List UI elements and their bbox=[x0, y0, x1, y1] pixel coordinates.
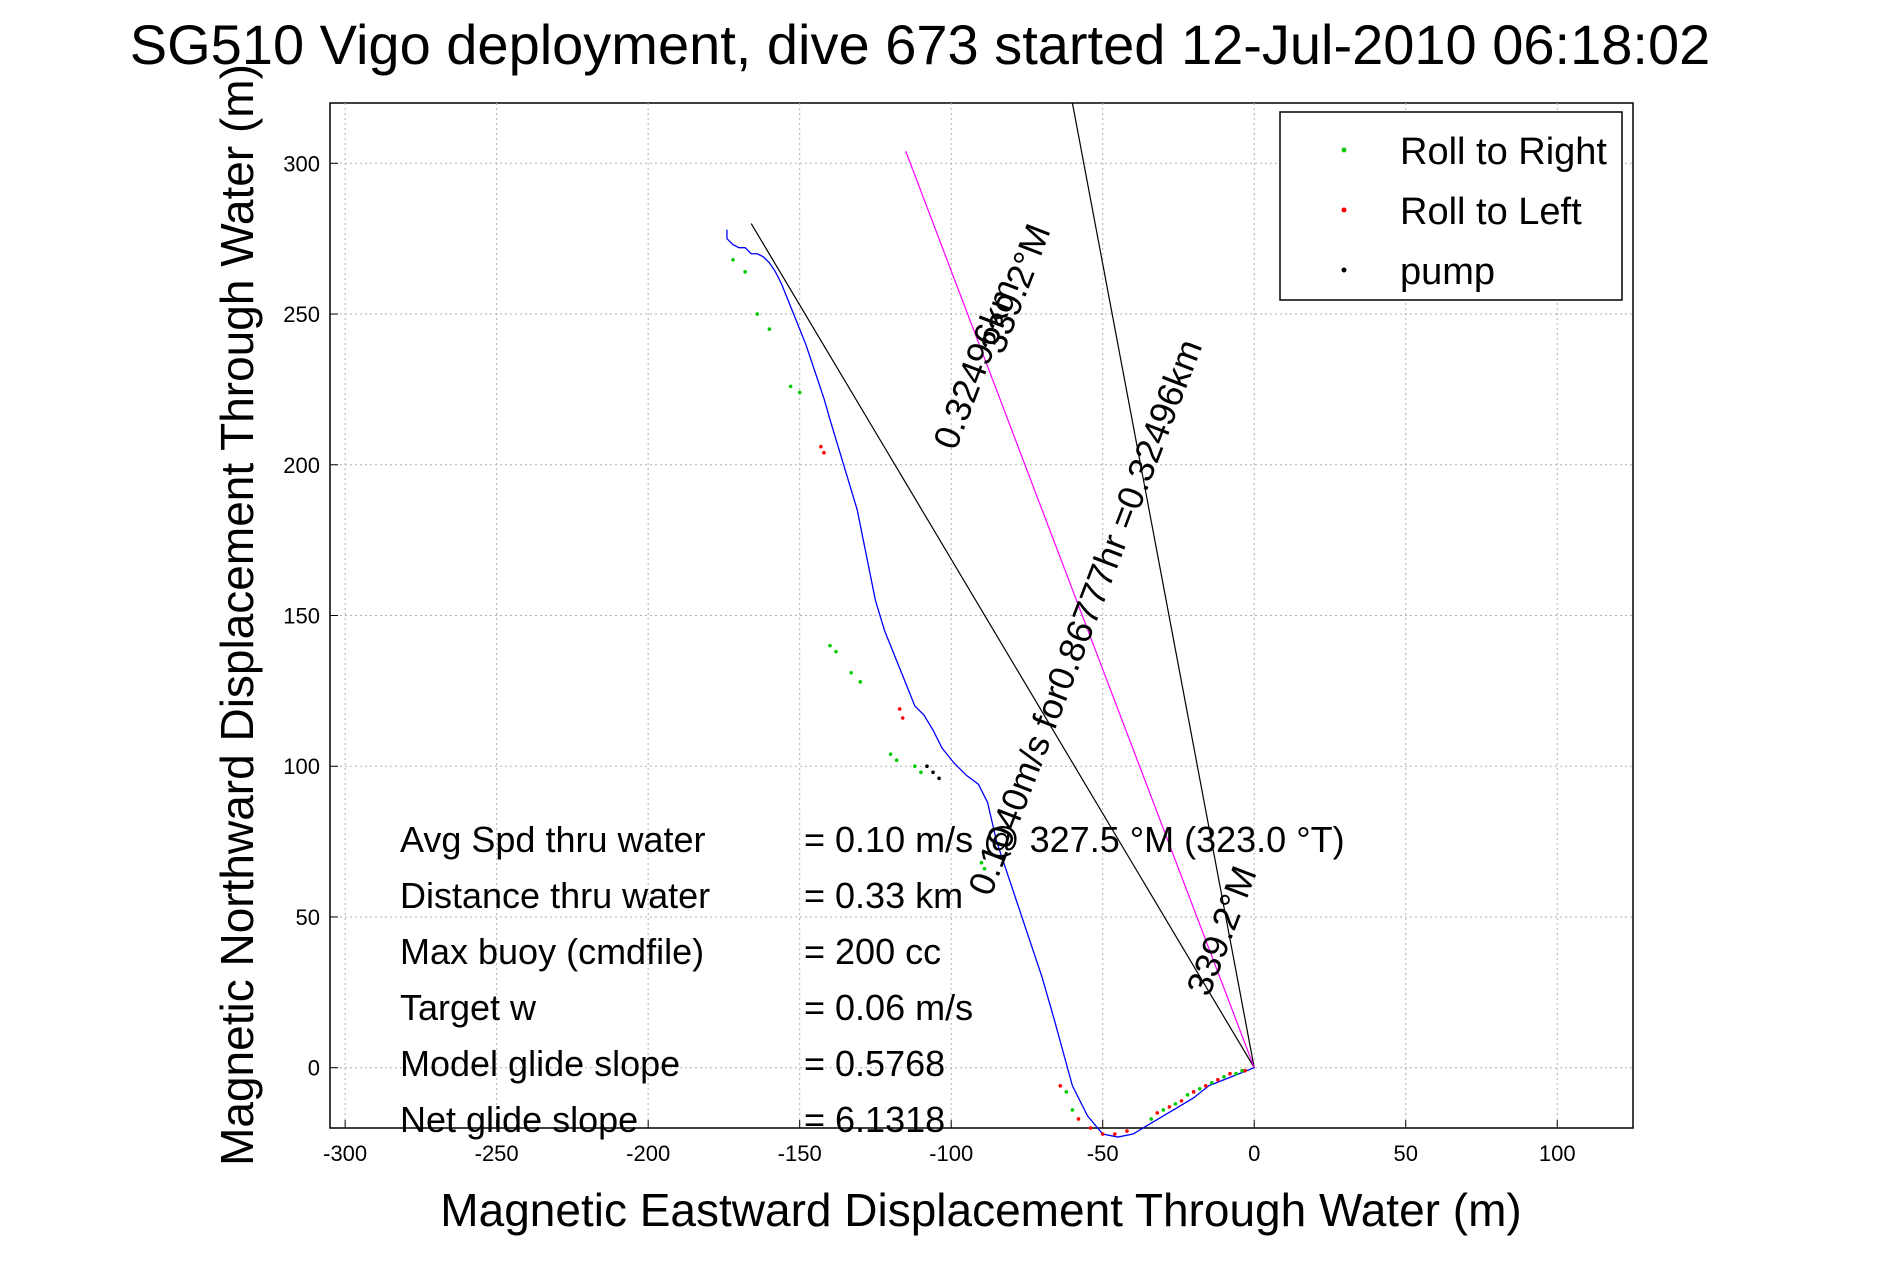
y-axis-ticks: 0 50 100 150 200 250 300 bbox=[283, 151, 338, 1081]
x-tick-label: -200 bbox=[626, 1141, 670, 1166]
roll-left-point bbox=[1228, 1071, 1232, 1076]
stat-label: Model glide slope bbox=[400, 1043, 680, 1084]
legend-marker bbox=[1341, 207, 1347, 213]
stat-value: = 0.06 m/s bbox=[804, 987, 973, 1028]
stat-value: = 6.1318 bbox=[804, 1099, 945, 1140]
y-tick-label: 300 bbox=[283, 151, 320, 176]
stat-label: Distance thru water bbox=[400, 875, 710, 916]
y-axis-label: Magnetic Northward Displacement Through … bbox=[211, 64, 263, 1166]
roll-right-point bbox=[767, 327, 772, 331]
y-tick-label: 150 bbox=[283, 604, 320, 629]
roll-right-point bbox=[788, 384, 793, 389]
roll-right-point bbox=[888, 752, 893, 756]
x-axis-label: Magnetic Eastward Displacement Through W… bbox=[440, 1184, 1521, 1236]
y-tick-label: 200 bbox=[283, 453, 320, 478]
roll-left-point bbox=[1113, 1132, 1117, 1136]
roll-right-point bbox=[919, 770, 923, 775]
roll-left-point bbox=[1076, 1117, 1081, 1121]
x-tick-label: 0 bbox=[1248, 1141, 1260, 1166]
roll-left-point bbox=[1179, 1099, 1184, 1103]
grid-lines bbox=[330, 103, 1633, 1128]
net-heading-line bbox=[750, 223, 1255, 1069]
roll-left-point bbox=[1203, 1083, 1208, 1088]
roll-right-point bbox=[1234, 1071, 1238, 1076]
legend-marker bbox=[1341, 267, 1347, 273]
roll-right-point bbox=[1173, 1102, 1178, 1106]
stat-value: = 200 cc bbox=[804, 931, 941, 972]
roll-right-point bbox=[1209, 1080, 1214, 1085]
roll-markers bbox=[731, 257, 1247, 1136]
roll-right-point bbox=[1064, 1090, 1069, 1094]
roll-right-point bbox=[1161, 1108, 1166, 1112]
x-tick-label: 100 bbox=[1539, 1141, 1576, 1166]
roll-right-point bbox=[755, 312, 760, 316]
pump-point bbox=[925, 764, 929, 769]
dive-track bbox=[726, 229, 1255, 1138]
x-tick-label: -300 bbox=[323, 1141, 367, 1166]
roll-right-point bbox=[849, 670, 853, 675]
roll-left-point bbox=[1088, 1126, 1093, 1130]
roll-left-point bbox=[1100, 1132, 1105, 1136]
roll-left-point bbox=[1167, 1105, 1172, 1109]
roll-right-point bbox=[982, 866, 987, 871]
chart-title: SG510 Vigo deployment, dive 673 started … bbox=[130, 13, 1711, 76]
legend-label: Roll to Left bbox=[1400, 191, 1582, 233]
roll-left-point bbox=[1125, 1129, 1129, 1133]
roll-right-point bbox=[743, 270, 747, 274]
roll-right-point bbox=[858, 680, 863, 684]
x-tick-label: -50 bbox=[1087, 1141, 1119, 1166]
roll-right-point bbox=[797, 390, 802, 395]
y-tick-label: 100 bbox=[283, 754, 320, 779]
roll-right-point bbox=[913, 764, 917, 769]
roll-right-point bbox=[894, 758, 899, 763]
roll-left-point bbox=[897, 707, 902, 711]
steep-heading-line bbox=[1071, 102, 1255, 1068]
stat-value: = 0.5768 bbox=[804, 1043, 945, 1084]
legend-label: Roll to Right bbox=[1400, 131, 1607, 173]
x-tick-label: -250 bbox=[475, 1141, 519, 1166]
x-axis-ticks: -300 -250 -200 -150 -100 -50 0 50 100 bbox=[323, 1120, 1576, 1166]
reference-lines bbox=[750, 102, 1255, 1069]
roll-left-point bbox=[1216, 1077, 1220, 1082]
stat-label: Net glide slope bbox=[400, 1099, 638, 1140]
stat-label: Max buoy (cmdfile) bbox=[400, 931, 704, 972]
stat-label: Avg Spd thru water bbox=[400, 819, 706, 860]
y-tick-label: 250 bbox=[283, 302, 320, 327]
roll-left-point bbox=[1243, 1068, 1247, 1073]
y-tick-label: 50 bbox=[296, 905, 320, 930]
pump-point bbox=[931, 770, 935, 775]
stat-label: Target w bbox=[400, 987, 537, 1028]
roll-right-point bbox=[1185, 1093, 1190, 1097]
pump-point bbox=[937, 776, 941, 781]
x-tick-label: -150 bbox=[778, 1141, 822, 1166]
y-tick-label: 0 bbox=[308, 1056, 320, 1081]
x-tick-label: 50 bbox=[1393, 1141, 1417, 1166]
roll-right-point bbox=[828, 643, 832, 648]
roll-right-point bbox=[1222, 1074, 1226, 1079]
roll-right-point bbox=[731, 257, 735, 262]
stat-value: = 0.10 m/s @ 327.5 °M (323.0 °T) bbox=[804, 819, 1345, 860]
roll-right-point bbox=[1240, 1068, 1244, 1073]
roll-left-point bbox=[822, 450, 826, 455]
roll-left-point bbox=[1058, 1083, 1063, 1088]
x-tick-label: -100 bbox=[929, 1141, 973, 1166]
track-line bbox=[726, 229, 1255, 1138]
roll-left-point bbox=[1155, 1111, 1160, 1115]
roll-left-point bbox=[900, 716, 905, 720]
current-line bbox=[905, 151, 1255, 1068]
legend-label: pump bbox=[1400, 251, 1495, 293]
roll-right-point bbox=[1070, 1108, 1075, 1112]
roll-left-point bbox=[1191, 1090, 1196, 1094]
legend: Roll to Right Roll to Left pump bbox=[1279, 111, 1623, 301]
stat-value: = 0.33 km bbox=[804, 875, 963, 916]
legend-box bbox=[1279, 111, 1623, 301]
roll-left-point bbox=[819, 444, 823, 449]
dive-stats: Avg Spd thru water = 0.10 m/s @ 327.5 °M … bbox=[400, 819, 1345, 1140]
roll-right-point bbox=[1149, 1117, 1153, 1121]
legend-marker bbox=[1341, 147, 1347, 153]
roll-right-point bbox=[834, 649, 838, 654]
roll-right-point bbox=[1197, 1087, 1202, 1091]
roll-right-point bbox=[979, 860, 984, 865]
